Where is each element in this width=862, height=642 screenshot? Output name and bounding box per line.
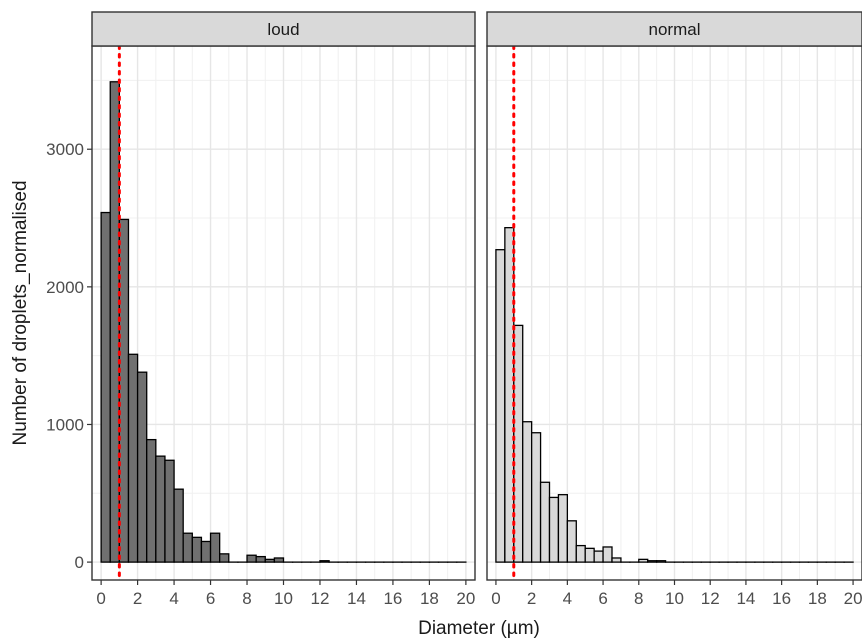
x-tick-label: 18 (420, 589, 439, 608)
histogram-bar (522, 421, 533, 563)
histogram-bar (655, 560, 667, 563)
histogram-bar (146, 438, 157, 563)
facet-panel-normal: normal 0 2 4 6 8 10 12 14 16 18 20 (486, 11, 862, 608)
histogram-bar (319, 560, 330, 563)
histogram-bar (191, 536, 203, 563)
x-tick-label: 14 (347, 589, 366, 608)
x-tick-label: 18 (808, 589, 827, 608)
histogram-bar (548, 496, 560, 563)
facet-strip (486, 11, 862, 47)
x-tick-label: 20 (844, 589, 862, 608)
x-axis-ticks: 0 2 4 6 8 10 12 14 16 18 20 (491, 580, 862, 608)
x-tick-label: 16 (772, 589, 791, 608)
x-tick-label: 6 (598, 589, 607, 608)
histogram-bar (164, 459, 175, 563)
histogram-bar (575, 544, 586, 563)
x-tick-label: 12 (701, 589, 720, 608)
histogram-bar (566, 520, 577, 563)
histogram-bar (602, 546, 613, 563)
x-tick-label: 8 (634, 589, 643, 608)
histogram-bar (264, 558, 276, 563)
histogram-bar (557, 494, 569, 563)
histogram-bar (495, 249, 506, 563)
facet-panel-loud: loud 0 2 4 6 8 10 12 14 16 18 20 (91, 11, 476, 608)
x-tick-label: 10 (274, 589, 293, 608)
histogram-bar (136, 371, 148, 563)
x-axis-title: Diameter (µm) (418, 618, 540, 639)
histogram-bar (100, 211, 111, 563)
x-tick-label: 12 (311, 589, 330, 608)
x-tick-label: 0 (491, 589, 500, 608)
y-axis-title: Number of droplets_normalised (10, 180, 31, 445)
y-tick-label: 0 (75, 553, 84, 572)
x-axis-ticks: 0 2 4 6 8 10 12 14 16 18 20 (96, 580, 475, 608)
bars-loud (100, 81, 467, 563)
histogram-bar (200, 540, 212, 563)
x-tick-label: 8 (242, 589, 251, 608)
x-tick-label: 4 (169, 589, 178, 608)
histogram-bar (118, 218, 130, 563)
histogram-bar (611, 557, 622, 563)
histogram-bar (182, 532, 193, 563)
x-tick-label: 14 (736, 589, 755, 608)
facet-strip-label: loud (267, 20, 299, 39)
histogram-bar (647, 560, 658, 563)
histogram-bar (530, 432, 542, 563)
x-tick-label: 16 (383, 589, 402, 608)
facet-strip (91, 11, 476, 47)
x-tick-label: 20 (456, 589, 475, 608)
x-tick-label: 6 (206, 589, 215, 608)
y-tick-label: 3000 (46, 140, 84, 159)
histogram-bar (539, 481, 551, 563)
y-axis: 0 1000 2000 3000 (46, 140, 92, 572)
histogram-bar (638, 558, 649, 563)
histogram-bar (273, 557, 285, 563)
histogram-bar (209, 532, 221, 563)
y-tick-label: 1000 (46, 415, 84, 434)
x-tick-label: 4 (563, 589, 572, 608)
x-tick-label: 2 (133, 589, 142, 608)
bars-normal (495, 227, 854, 563)
facet-strip-label: normal (649, 20, 701, 39)
histogram-bar (593, 550, 604, 563)
histogram-bar (255, 555, 266, 563)
x-tick-label: 10 (665, 589, 684, 608)
histogram-bar (155, 455, 166, 563)
histogram-bar (219, 553, 230, 563)
histogram-bar (127, 353, 139, 563)
histogram-bar (173, 488, 184, 563)
x-tick-label: 2 (527, 589, 536, 608)
y-tick-label: 2000 (46, 278, 84, 297)
histogram-bar (246, 554, 257, 563)
histogram-bar (584, 547, 595, 563)
x-tick-label: 0 (96, 589, 105, 608)
